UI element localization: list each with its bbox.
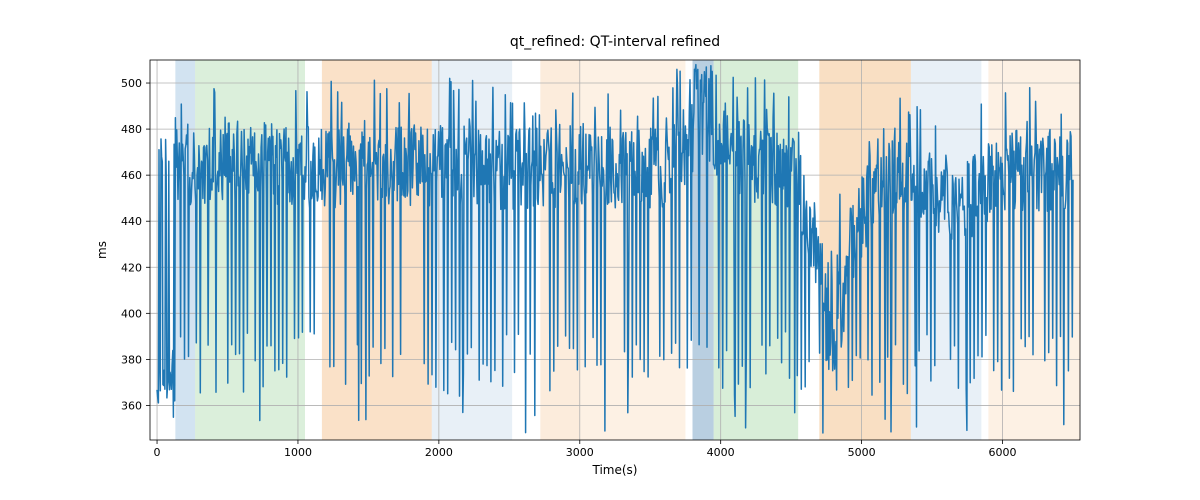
y-tick-label: 440 [121, 215, 142, 228]
y-tick-label: 500 [121, 77, 142, 90]
y-tick-label: 460 [121, 169, 142, 182]
x-tick-label: 6000 [989, 446, 1017, 459]
y-tick-label: 400 [121, 307, 142, 320]
y-tick-label: 380 [121, 353, 142, 366]
x-tick-label: 2000 [425, 446, 453, 459]
chart-title: qt_refined: QT-interval refined [510, 34, 720, 50]
y-tick-label: 360 [121, 399, 142, 412]
x-tick-label: 4000 [707, 446, 735, 459]
y-axis-label: ms [95, 241, 109, 259]
y-ticks: 360 380 400 420 440 460 480 500 [121, 77, 150, 412]
chart-container: qt_refined: QT-interval refined 0 1000 200… [0, 0, 1200, 500]
x-ticks: 0 1000 2000 3000 4000 5000 6000 [154, 440, 1017, 459]
chart-svg: qt_refined: QT-interval refined 0 1000 200… [0, 0, 1200, 500]
x-tick-label: 0 [154, 446, 161, 459]
y-tick-label: 480 [121, 123, 142, 136]
x-tick-label: 5000 [848, 446, 876, 459]
x-tick-label: 1000 [284, 446, 312, 459]
y-tick-label: 420 [121, 261, 142, 274]
x-axis-label: Time(s) [592, 463, 638, 477]
x-tick-label: 3000 [566, 446, 594, 459]
